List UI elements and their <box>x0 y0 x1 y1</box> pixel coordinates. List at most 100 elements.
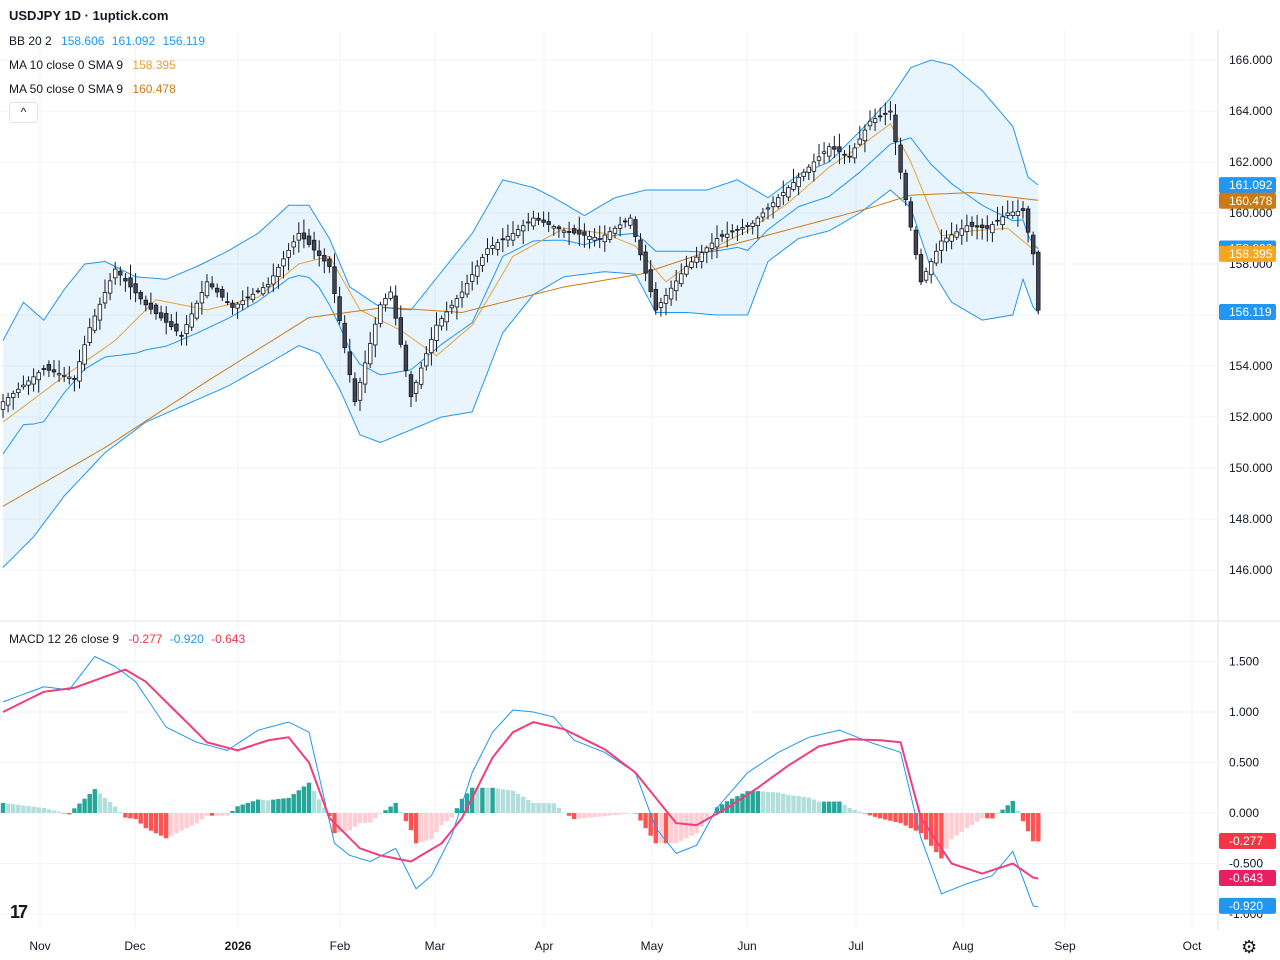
candle-body <box>725 233 730 238</box>
macd-hist-bar <box>260 799 266 813</box>
candle-body <box>995 219 1000 222</box>
ma50-legend[interactable]: MA 50 close 0 SMA 9 160.478 <box>9 82 176 96</box>
macd-hist-bar <box>337 813 342 833</box>
candle-body <box>893 114 898 142</box>
macd-hist-bar <box>781 793 786 813</box>
macd-hist-bar <box>913 813 919 831</box>
macd-hist-bar <box>633 813 638 814</box>
ma10-legend[interactable]: MA 10 close 0 SMA 9 158.395 <box>9 58 176 72</box>
candle <box>663 288 669 316</box>
candle-body <box>821 151 827 154</box>
candle <box>291 235 296 255</box>
candle <box>521 219 526 245</box>
candle-body <box>26 380 31 386</box>
candle <box>602 225 607 252</box>
candle-body <box>1031 234 1036 255</box>
candle <box>923 267 929 284</box>
candle <box>235 301 240 319</box>
bb-legend[interactable]: BB 20 2 158.606 161.092 156.119 <box>9 34 205 48</box>
candle-body <box>495 242 500 250</box>
macd-hist-bar <box>311 791 317 813</box>
candle-body <box>77 361 82 382</box>
macd-hist-bar <box>107 802 113 813</box>
macd-hist-bar <box>832 801 837 813</box>
macd-hist-bar <box>582 813 587 819</box>
candle-body <box>439 318 444 327</box>
macd-hist-value: -0.277 <box>128 632 163 646</box>
macd-hist-bar <box>515 793 521 813</box>
price-tick-label: 154.000 <box>1229 359 1273 373</box>
candle-body <box>1036 251 1041 311</box>
candle-body <box>424 353 429 367</box>
candle-body <box>500 238 505 241</box>
time-axis-label: Nov <box>29 939 50 953</box>
macd-hist-bar <box>245 802 250 813</box>
candle <box>1005 200 1010 219</box>
candle-body <box>362 362 368 385</box>
candle <box>413 379 419 402</box>
candle <box>342 315 347 354</box>
candle <box>388 286 393 301</box>
overlay-lines <box>2 59 1039 568</box>
macd-hist-bar <box>250 801 256 813</box>
macd-hist-bar <box>0 802 6 813</box>
macd-hist-bar <box>939 813 944 859</box>
candle <box>347 338 352 383</box>
candle-body <box>811 161 817 172</box>
candle <box>352 372 358 406</box>
candle-body <box>490 245 495 249</box>
candle <box>51 360 57 378</box>
price-tag-text: 161.092 <box>1229 178 1273 192</box>
candle-body <box>745 224 750 227</box>
macd-hist-bar <box>995 813 1000 815</box>
candle <box>500 228 505 253</box>
tradingview-logo[interactable]: 17 <box>10 902 28 922</box>
candle-body <box>398 317 403 345</box>
candle <box>1010 200 1015 220</box>
candle-body <box>602 234 607 243</box>
time-axis-label: Apr <box>535 939 554 953</box>
candle-body <box>388 291 393 299</box>
macd-hist-bar <box>684 813 689 839</box>
candle-body <box>1020 208 1026 211</box>
macd-hist-bar <box>714 807 720 813</box>
candle <box>974 215 980 240</box>
candle-body <box>480 256 485 266</box>
candle-body <box>653 288 658 311</box>
axes: 166.000164.000162.000160.000158.000156.0… <box>29 53 1276 953</box>
candle-body <box>454 298 460 308</box>
macd-hist-bar <box>551 803 556 813</box>
candle <box>878 107 883 122</box>
candle-body <box>883 112 888 115</box>
candle-body <box>674 280 679 292</box>
collapse-legend-button[interactable]: ^ <box>9 102 38 123</box>
macd-hist-bar <box>174 813 179 834</box>
macd-hist-bar <box>638 813 643 821</box>
macd-hist-bar <box>821 801 827 813</box>
candle <box>480 253 485 272</box>
candle <box>393 285 398 326</box>
candle <box>719 229 725 242</box>
macd-hist-bar <box>949 813 954 840</box>
candle <box>424 346 429 371</box>
time-axis-label: Jul <box>848 939 863 953</box>
macd-hist-bar <box>740 793 745 813</box>
candle-body <box>607 231 613 240</box>
candle-body <box>827 146 832 157</box>
candle-body <box>536 217 541 221</box>
candle-body <box>658 302 664 308</box>
macd-legend[interactable]: MACD 12 26 close 9 -0.277 -0.920 -0.643 <box>9 632 245 646</box>
candle-body <box>444 311 449 323</box>
gear-icon[interactable]: ⚙ <box>1241 937 1258 957</box>
macd-hist-bar <box>566 813 572 816</box>
time-axis-label: Sep <box>1054 939 1076 953</box>
candle-body <box>51 369 57 373</box>
candle <box>439 315 444 331</box>
candle-body <box>199 292 205 304</box>
candle <box>128 264 133 300</box>
candle <box>199 280 205 315</box>
candle <box>617 216 623 237</box>
macd-hist-bar <box>189 813 194 826</box>
macd-hist-bar <box>872 813 878 817</box>
